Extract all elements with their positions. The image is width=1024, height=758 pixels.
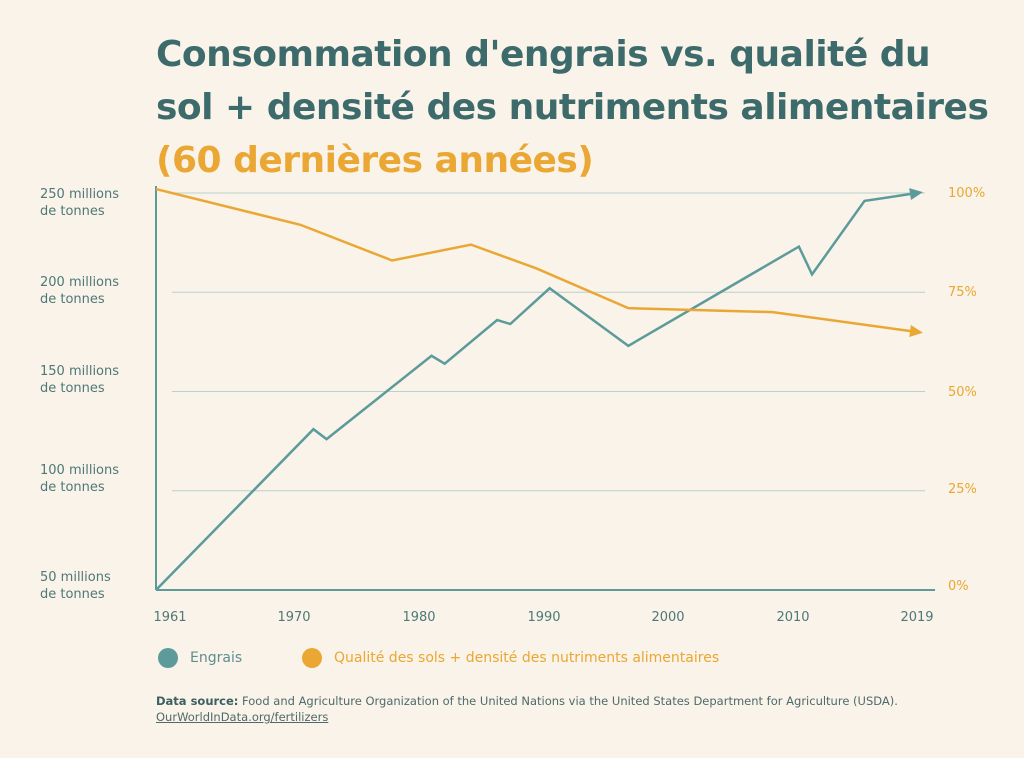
legend-item-qualite: Qualité des sols + densité des nutriment…	[302, 648, 719, 668]
y-left-tick-label-50: 50 millions de tonnes	[40, 570, 111, 602]
y-left-tick-label-150: 150 millions de tonnes	[40, 364, 120, 396]
series-line-1	[155, 187, 918, 334]
x-tick-label-1980: 1980	[402, 610, 436, 625]
x-tick-label-2010: 2010	[776, 610, 810, 625]
source-link[interactable]: OurWorldInData.org/fertilizers	[156, 710, 329, 724]
x-tick-label-1990: 1990	[527, 610, 561, 625]
title-line-1: Consommation d'engrais vs. qualité du	[156, 34, 931, 75]
series-line-0	[155, 191, 918, 591]
legend-item-engrais: Engrais	[158, 648, 242, 668]
y-left-tick-label-200: 200 millions de tonnes	[40, 275, 120, 307]
y-right-tick-label-0: 0%	[948, 579, 969, 594]
source-label: Data source:	[156, 694, 239, 708]
x-tick-label-1961: 1961	[153, 610, 187, 625]
title-line-2: sol + densité des nutriments alimentaire…	[156, 87, 989, 128]
x-tick-label-1970: 1970	[277, 610, 311, 625]
series-arrow-1-icon	[909, 325, 923, 337]
title-line-3: (60 dernières années)	[156, 140, 594, 181]
y-right-tick-label-75: 75%	[948, 285, 977, 300]
chart-title: Consommation d'engrais vs. qualité du so…	[156, 28, 1006, 187]
x-tick-label-2000: 2000	[651, 610, 685, 625]
data-source-note: Data source: Food and Agriculture Organi…	[156, 693, 996, 725]
source-text: Food and Agriculture Organization of the…	[242, 694, 898, 708]
legend-label-qualite: Qualité des sols + densité des nutriment…	[334, 650, 720, 666]
y-left-tick-label-100: 100 millions de tonnes	[40, 463, 120, 495]
legend-swatch-teal-icon	[158, 648, 178, 668]
x-tick-label-2019: 2019	[900, 610, 934, 625]
y-left-tick-label-250: 250 millions de tonnes	[40, 187, 120, 219]
legend-swatch-orange-icon	[302, 648, 322, 668]
series-arrow-0-icon	[909, 188, 923, 200]
y-right-tick-label-100: 100%	[948, 186, 986, 201]
y-right-tick-label-50: 50%	[948, 385, 977, 400]
y-right-tick-label-25: 25%	[948, 482, 977, 497]
legend-label-engrais: Engrais	[190, 650, 243, 666]
